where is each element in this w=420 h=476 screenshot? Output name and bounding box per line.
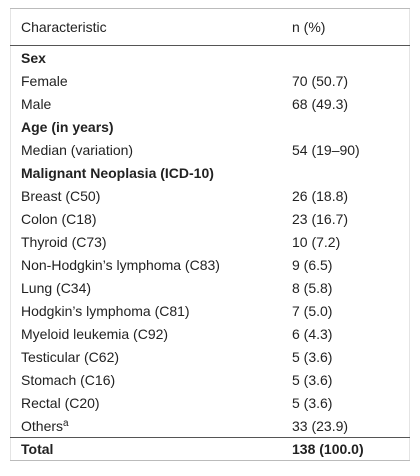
data-row: Othersa 33 (23.9) — [11, 414, 410, 438]
label-cell: Othersa — [11, 414, 283, 438]
data-row: Breast (C50) 26 (18.8) — [11, 184, 410, 207]
label-cell: Lung (C34) — [11, 276, 283, 299]
row-label: Non-Hodgkin’s lymphoma (C83) — [21, 256, 220, 273]
row-label: Breast (C50) — [21, 187, 101, 204]
footnote-mark: a — [63, 417, 69, 429]
value-cell: 7 (5.0) — [282, 299, 410, 322]
value-cell: 26 (18.8) — [282, 184, 410, 207]
label-cell: Colon (C18) — [11, 207, 283, 230]
row-label: Malignant Neoplasia (ICD-10) — [21, 164, 214, 181]
label-cell: Myeloid leukemia (C92) — [11, 322, 283, 345]
row-label: Age (in years) — [21, 118, 114, 135]
value-cell: 10 (7.2) — [282, 230, 410, 253]
label-cell: Age (in years) — [11, 115, 283, 138]
label-cell: Median (variation) — [11, 138, 283, 161]
value-cell: 23 (16.7) — [282, 207, 410, 230]
row-value: 7 (5.0) — [292, 302, 333, 319]
row-value: 70 (50.7) — [292, 72, 349, 89]
row-label: Hodgkin’s lymphoma (C81) — [21, 302, 190, 319]
row-value: 26 (18.8) — [292, 187, 349, 204]
data-row: Colon (C18) 23 (16.7) — [11, 207, 410, 230]
row-label: Male — [21, 95, 52, 112]
data-row: Median (variation) 54 (19–90) — [11, 138, 410, 161]
data-row: Lung (C34) 8 (5.8) — [11, 276, 410, 299]
row-value: 10 (7.2) — [292, 233, 341, 250]
value-cell: 54 (19–90) — [282, 138, 410, 161]
data-row: Stomach (C16) 5 (3.6) — [11, 368, 410, 391]
row-label: Stomach (C16) — [21, 371, 116, 388]
data-row: Hodgkin’s lymphoma (C81) 7 (5.0) — [11, 299, 410, 322]
label-cell: Hodgkin’s lymphoma (C81) — [11, 299, 283, 322]
label-cell: Testicular (C62) — [11, 345, 283, 368]
empty-cell — [282, 161, 410, 184]
table-head: Characteristic n (%) — [10, 8, 410, 46]
label-cell: Stomach (C16) — [11, 368, 283, 391]
row-value: 68 (49.3) — [292, 95, 349, 112]
row-label: Testicular (C62) — [21, 348, 120, 365]
data-row: Rectal (C20) 5 (3.6) — [11, 391, 410, 414]
value-cell: 70 (50.7) — [282, 69, 410, 92]
value-cell: 5 (3.6) — [282, 345, 410, 368]
value-cell: 5 (3.6) — [282, 391, 410, 414]
table-body: Sex Female 70 (50.7) Male 68 (49.3) Age (in y… — [10, 46, 410, 461]
row-value: 5 (3.6) — [292, 348, 333, 365]
value-cell: 9 (6.5) — [282, 253, 410, 276]
header-cell: n (%) — [282, 8, 410, 46]
section-row: Sex — [11, 46, 410, 70]
row-label: Colon (C18) — [21, 210, 97, 227]
label-cell: Breast (C50) — [11, 184, 283, 207]
data-row: Female 70 (50.7) — [11, 69, 410, 92]
data-row: Testicular (C62) 5 (3.6) — [11, 345, 410, 368]
empty-cell — [282, 46, 410, 70]
row-label: Rectal (C20) — [21, 394, 100, 411]
value-cell: 6 (4.3) — [282, 322, 410, 345]
data-row: Male 68 (49.3) — [11, 92, 410, 115]
value-cell: 8 (5.8) — [282, 276, 410, 299]
header-row: Characteristic n (%) — [10, 8, 410, 46]
row-label: Others — [21, 417, 64, 434]
row-value: 5 (3.6) — [292, 394, 333, 411]
section-row: Total 138 (100.0) — [10, 437, 410, 461]
table-container: Characteristic n (%) Sex Female 70 (50.7) M… — [10, 8, 410, 461]
section-row: Malignant Neoplasia (ICD-10) — [11, 161, 410, 184]
data-row: Non-Hodgkin’s lymphoma (C83) 9 (6.5) — [11, 253, 410, 276]
data-row: Thyroid (C73) 10 (7.2) — [11, 230, 410, 253]
row-value: 5 (3.6) — [292, 371, 333, 388]
label-cell: Male — [11, 92, 283, 115]
row-value: 33 (23.9) — [292, 417, 349, 434]
data-table: Characteristic n (%) Sex Female 70 (50.7) M… — [10, 8, 410, 461]
label-cell: Sex — [11, 46, 283, 70]
row-label: Female — [21, 72, 68, 89]
row-value: 6 (4.3) — [292, 325, 333, 342]
value-cell: 68 (49.3) — [282, 92, 410, 115]
label-cell: Female — [11, 69, 283, 92]
section-row: Age (in years) — [11, 115, 410, 138]
row-value: 138 (100.0) — [292, 441, 364, 457]
label-cell: Thyroid (C73) — [11, 230, 283, 253]
value-cell: 5 (3.6) — [282, 368, 410, 391]
empty-cell — [282, 115, 410, 138]
row-label: Sex — [21, 49, 46, 66]
data-row: Myeloid leukemia (C92) 6 (4.3) — [11, 322, 410, 345]
label-cell: Rectal (C20) — [11, 391, 283, 414]
value-cell: 33 (23.9) — [282, 414, 410, 438]
row-label: Thyroid (C73) — [21, 233, 107, 250]
row-value: 23 (16.7) — [292, 210, 349, 227]
row-value: 54 (19–90) — [292, 141, 360, 158]
header-cell: Characteristic — [10, 8, 282, 46]
row-value: 9 (6.5) — [292, 256, 333, 273]
label-cell: Non-Hodgkin’s lymphoma (C83) — [11, 253, 283, 276]
label-cell: Total — [10, 437, 282, 461]
row-label: Total — [21, 441, 54, 457]
value-cell: 138 (100.0) — [282, 437, 410, 461]
row-value: 8 (5.8) — [292, 279, 333, 296]
row-label: Lung (C34) — [21, 279, 92, 296]
label-cell: Malignant Neoplasia (ICD-10) — [11, 161, 283, 184]
row-label: Median (variation) — [21, 141, 134, 158]
row-label: Myeloid leukemia (C92) — [21, 325, 169, 342]
